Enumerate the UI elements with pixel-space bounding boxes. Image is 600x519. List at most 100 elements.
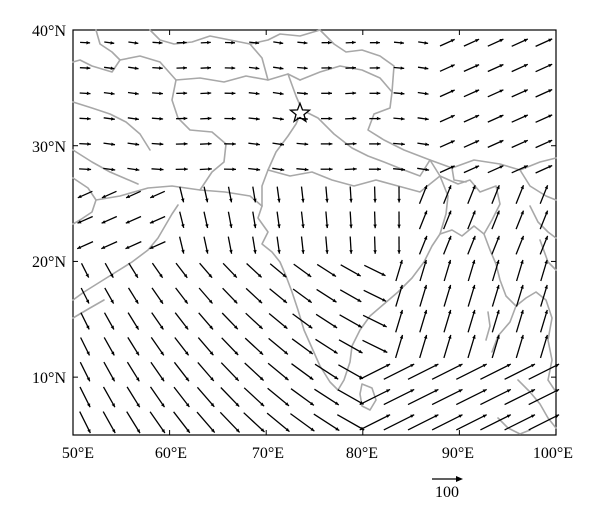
wind-vector-head	[255, 41, 260, 45]
wind-vector	[491, 284, 500, 307]
wind-vector-head	[410, 364, 415, 368]
wind-vector-head	[211, 428, 215, 433]
wind-vector-head	[400, 41, 404, 45]
wind-vector-head	[328, 66, 332, 70]
wind-vector-head	[205, 198, 209, 203]
wind-vector-head	[234, 351, 239, 355]
wind-vector-head	[499, 89, 504, 93]
wind-vector-head	[423, 284, 428, 289]
wind-vector-head	[86, 91, 91, 96]
wind-vector-head	[333, 350, 338, 354]
wind-vector-head	[235, 402, 240, 407]
wind-vector	[268, 312, 288, 330]
wind-vector-head	[383, 349, 388, 353]
wind-vector	[150, 337, 165, 356]
wind-vector-head	[325, 224, 329, 229]
wind-vector-head	[544, 210, 548, 215]
wind-vector	[467, 284, 476, 307]
wind-vector-head	[358, 349, 363, 353]
wind-vector	[480, 414, 512, 431]
wind-vector-head	[260, 402, 265, 407]
wind-vector-head	[496, 185, 500, 190]
wind-vector-head	[86, 41, 91, 45]
wind-vector	[515, 309, 524, 333]
wind-vector-head	[184, 167, 188, 171]
wind-vector-head	[183, 116, 188, 121]
wind-vector-head	[520, 259, 524, 264]
wind-vector-head	[110, 41, 115, 45]
wind-vector-head	[159, 91, 163, 96]
wind-vector-head	[352, 116, 357, 121]
wind-vector	[491, 259, 500, 282]
wind-vector	[197, 337, 214, 356]
wind-vector	[515, 284, 524, 307]
wind-vector-head	[135, 142, 140, 146]
wind-vector-head	[255, 91, 260, 96]
x-tick-50E: 50°E	[62, 445, 94, 462]
wind-vector-head	[283, 325, 288, 329]
wind-vector-head	[159, 299, 163, 304]
wind-vector-head	[434, 389, 439, 393]
wind-vector-head	[255, 66, 260, 70]
wind-vector-head	[186, 428, 190, 433]
wind-vector-head	[328, 142, 333, 146]
wind-vector-head	[135, 351, 139, 356]
wind-vector-head	[482, 389, 487, 393]
wind-vector-head	[259, 376, 264, 381]
wind-vector	[173, 386, 190, 408]
wind-vector	[419, 334, 428, 359]
wind-vector-head	[112, 429, 116, 434]
wind-vector-head	[233, 273, 237, 278]
wind-vector-head	[232, 142, 236, 146]
wind-vector-head	[183, 91, 188, 95]
wind-vector-head	[447, 284, 452, 289]
wind-vectors	[76, 38, 560, 434]
wind-vector-head	[424, 41, 429, 45]
wind-vector-head	[377, 142, 381, 146]
wind-vector-head	[280, 142, 284, 146]
wind-vector	[515, 259, 524, 282]
wind-vector-head	[159, 325, 164, 330]
wind-vector	[504, 363, 536, 380]
wind-vector	[173, 361, 190, 382]
wind-vector	[340, 264, 362, 277]
wind-vector	[102, 411, 116, 434]
wind-vector-head	[458, 364, 463, 368]
wind-vector	[431, 414, 463, 431]
wind-vector-head	[308, 324, 313, 329]
wind-vector	[359, 363, 391, 380]
wind-vector	[504, 414, 536, 431]
wind-vector-head	[450, 140, 455, 144]
wind-vector-head	[352, 40, 356, 45]
y-tick-20N: 20°N	[32, 254, 66, 271]
wind-vector-head	[377, 167, 381, 171]
wind-vector	[407, 363, 439, 380]
wind-vector	[359, 388, 391, 406]
wind-vector	[540, 284, 548, 307]
wind-vector-head	[77, 245, 82, 249]
wind-vector-head	[349, 250, 353, 254]
wind-vector	[431, 363, 463, 380]
wind-vector	[337, 389, 364, 405]
wind-vector	[395, 284, 403, 307]
wind-vector	[316, 288, 337, 303]
wind-vector-head	[448, 235, 452, 240]
wind-vector-head	[183, 273, 188, 278]
wind-vector	[291, 338, 314, 355]
wind-vector-head	[523, 38, 528, 43]
wind-vector-head	[328, 116, 333, 121]
wind-vector-head	[555, 414, 560, 418]
wind-vector	[267, 387, 290, 407]
wind-vector-head	[450, 64, 455, 68]
wind-vector-head	[520, 284, 524, 289]
wind-vector-head	[284, 376, 289, 381]
wind-vector-head	[472, 284, 476, 289]
wind-vector	[362, 314, 387, 328]
wind-vector	[315, 313, 338, 329]
wind-vector	[407, 414, 439, 431]
wind-vector	[150, 361, 165, 382]
wind-vector-head	[523, 165, 528, 169]
wind-vector-head	[136, 429, 140, 434]
wind-vector-head	[335, 427, 340, 431]
wind-vector-head	[499, 115, 504, 119]
